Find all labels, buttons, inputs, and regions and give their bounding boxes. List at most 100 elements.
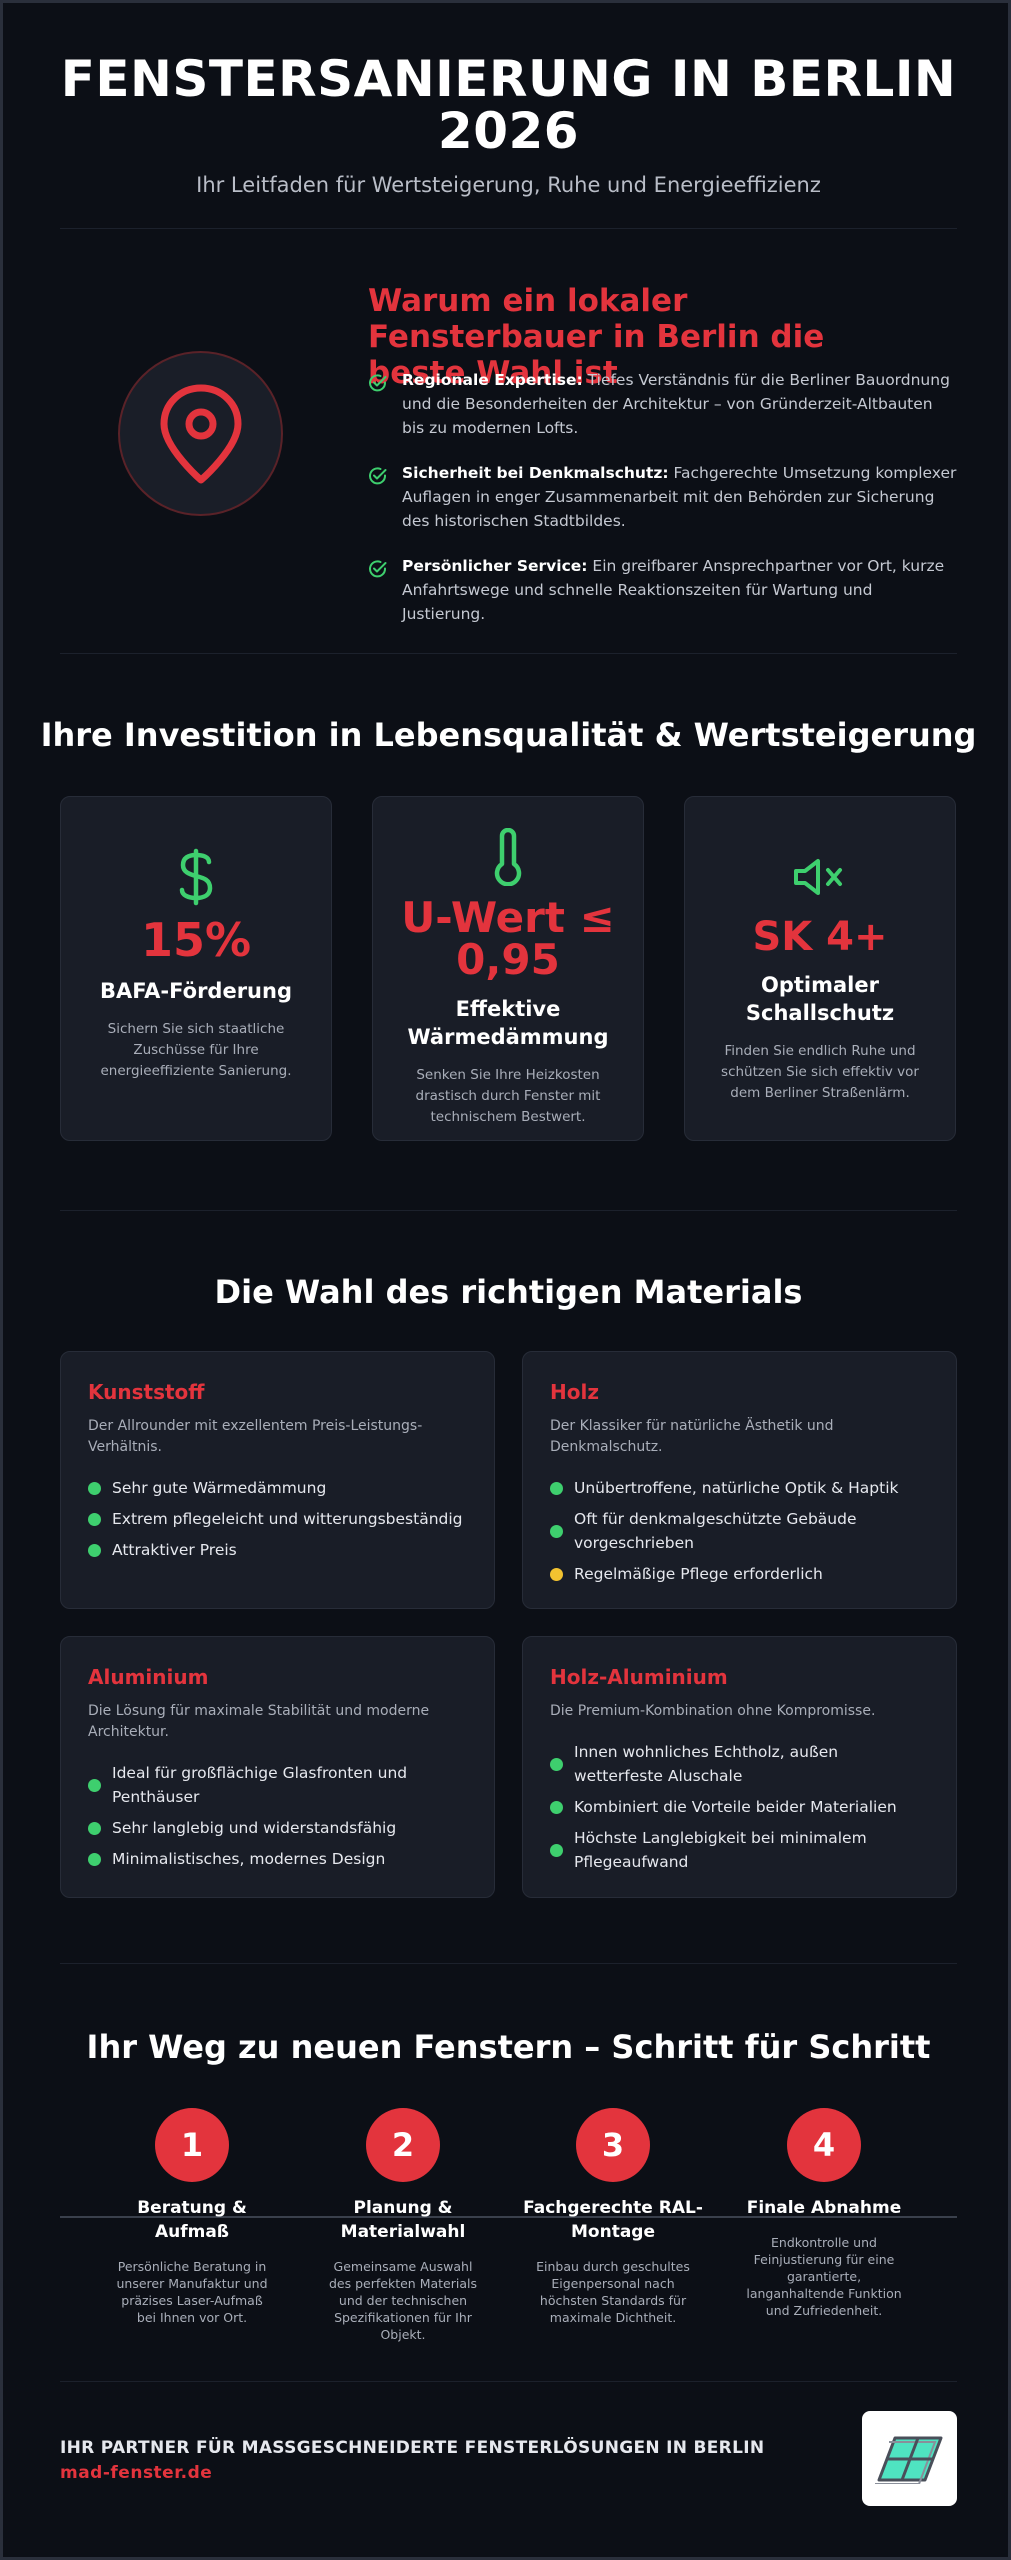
benefit-text: Tiefes Verständnis für die Berliner Bauo… — [402, 371, 950, 437]
thermometer-icon — [494, 828, 522, 886]
bullet-dot — [550, 1800, 563, 1814]
bullet-dot — [550, 1524, 563, 1538]
company-logo — [862, 2411, 957, 2506]
bullet-dot — [88, 1778, 101, 1792]
material-description: Der Klassiker für natürliche Ästhetik un… — [550, 1418, 834, 1455]
material-name: Holz — [550, 1380, 599, 1404]
benefit-label: Sicherheit bei Denkmalschutz: — [402, 464, 669, 482]
bullet-dot — [88, 1543, 101, 1557]
material-name: Kunststoff — [88, 1380, 205, 1404]
list-item: Minimalistisches, modernes Design — [88, 1847, 467, 1871]
stat-card-insulation: U-Wert ≤ 0,95 Effektive Wärmedämmung Sen… — [372, 796, 644, 1141]
benefit-label: Persönlicher Service: — [402, 557, 588, 575]
feature-text: Sehr gute Wärmedämmung — [112, 1479, 327, 1497]
dollar-icon — [179, 848, 213, 906]
stat-label: Optimaler Schallschutz — [745, 973, 895, 1025]
investment-section-title: Ihre Investition in Lebensqualität & Wer… — [40, 716, 977, 754]
check-circle-icon — [369, 467, 387, 485]
location-badge — [118, 351, 283, 516]
stat-value: SK 4+ — [752, 914, 888, 960]
feature-text: Innen wohnliches Echtholz, außen wetterf… — [574, 1743, 839, 1785]
divider — [60, 2381, 957, 2382]
step-title: Planung & Materialwahl — [340, 2198, 466, 2242]
window-logo-icon — [874, 2436, 942, 2484]
step-title: Finale Abnahme — [746, 2198, 902, 2218]
local-section-title: Warum ein lokaler Fensterbauer in Berlin… — [368, 283, 825, 391]
map-pin-icon — [160, 384, 241, 483]
material-card-kunststoff: Kunststoff Der Allrounder mit exzellente… — [60, 1351, 495, 1609]
list-item: Oft für denkmalgeschützte Gebäude vorges… — [550, 1507, 929, 1555]
steps-connector-line — [60, 2216, 957, 2218]
benefit-text: Fachgerechte Umsetzung komplexer Auflage… — [402, 464, 957, 530]
list-item: Höchste Langlebigkeit bei minimalem Pfle… — [550, 1826, 929, 1874]
footer-title: IHR PARTNER FÜR MASSGESCHNEIDERTE FENSTE… — [60, 2438, 765, 2458]
speaker-mute-icon — [794, 859, 842, 895]
material-card-holz-aluminium: Holz-Aluminium Die Premium-Kombination o… — [522, 1636, 957, 1898]
step-4: 4 Finale Abnahme Endkontrolle und Feinju… — [724, 2108, 924, 2319]
divider — [60, 228, 957, 229]
page-title: FENSTERSANIERUNG IN BERLIN 2026 — [60, 50, 957, 160]
step-number: 3 — [576, 2108, 650, 2182]
feature-text: Attraktiver Preis — [112, 1541, 237, 1559]
step-title: Beratung & Aufmaß — [137, 2198, 247, 2242]
list-item: Kombiniert die Vorteile beider Materiali… — [550, 1795, 929, 1819]
list-item: Innen wohnliches Echtholz, außen wetterf… — [550, 1740, 929, 1788]
feature-text: Sehr langlebig und widerstandsfähig — [112, 1819, 397, 1837]
stat-label: BAFA-Förderung — [99, 979, 292, 1003]
list-item: Regelmäßige Pflege erforderlich — [550, 1562, 929, 1586]
divider — [60, 1963, 957, 1964]
step-description: Einbau durch geschultes Eigenpersonal na… — [536, 2259, 690, 2325]
step-description: Gemeinsame Auswahl des perfekten Materia… — [329, 2259, 477, 2342]
list-item: Sehr gute Wärmedämmung — [88, 1476, 467, 1500]
list-item: Attraktiver Preis — [88, 1538, 467, 1562]
stat-label: Effektive Wärmedämmung — [407, 997, 609, 1049]
material-name: Aluminium — [88, 1665, 209, 1689]
check-circle-icon — [369, 560, 387, 578]
feature-text: Oft für denkmalgeschützte Gebäude vorges… — [574, 1510, 857, 1552]
material-card-aluminium: Aluminium Die Lösung für maximale Stabil… — [60, 1636, 495, 1898]
feature-text: Kombiniert die Vorteile beider Materiali… — [574, 1798, 897, 1816]
list-item: Regionale Expertise: Tiefes Verständnis … — [368, 368, 958, 440]
material-feature-list: Ideal für großflächige Glasfronten und P… — [88, 1761, 467, 1871]
material-description: Der Allrounder mit exzellentem Preis-Lei… — [88, 1418, 423, 1455]
feature-text: Minimalistisches, modernes Design — [112, 1850, 386, 1868]
list-item: Sicherheit bei Denkmalschutz: Fachgerech… — [368, 461, 958, 533]
step-number: 2 — [366, 2108, 440, 2182]
step-description: Persönliche Beratung in unserer Manufakt… — [116, 2259, 268, 2325]
material-feature-list: Innen wohnliches Echtholz, außen wetterf… — [550, 1740, 929, 1874]
step-3: 3 Fachgerechte RAL-Montage Einbau durch … — [513, 2108, 713, 2326]
local-benefits-list: Regionale Expertise: Tiefes Verständnis … — [368, 368, 958, 647]
material-feature-list: Unübertroffene, natürliche Optik & Hapti… — [550, 1476, 929, 1586]
stat-value: U-Wert ≤ 0,95 — [401, 893, 615, 984]
material-feature-list: Sehr gute Wärmedämmung Extrem pflegeleic… — [88, 1476, 467, 1562]
feature-text: Höchste Langlebigkeit bei minimalem Pfle… — [574, 1829, 867, 1871]
materials-section-title: Die Wahl des richtigen Materials — [214, 1273, 803, 1311]
stat-card-bafa: 15% BAFA-Förderung Sichern Sie sich staa… — [60, 796, 332, 1141]
page-subtitle: Ihr Leitfaden für Wertsteigerung, Ruhe u… — [196, 173, 821, 197]
benefit-label: Regionale Expertise: — [402, 371, 583, 389]
step-title: Fachgerechte RAL-Montage — [523, 2198, 703, 2242]
steps-section-title: Ihr Weg zu neuen Fenstern – Schritt für … — [86, 2028, 931, 2066]
material-description: Die Premium-Kombination ohne Kompromisse… — [550, 1703, 876, 1719]
stat-description: Senken Sie Ihre Heizkosten drastisch dur… — [415, 1067, 601, 1125]
stat-value: 15% — [140, 913, 252, 967]
stat-card-soundproof: SK 4+ Optimaler Schallschutz Finden Sie … — [684, 796, 956, 1141]
bullet-dot — [550, 1843, 563, 1857]
material-name: Holz-Aluminium — [550, 1665, 728, 1689]
bullet-dot — [88, 1852, 101, 1866]
step-description: Endkontrolle und Feinjustierung für eine… — [746, 2235, 902, 2318]
website-link[interactable]: mad-fenster.de — [60, 2463, 213, 2483]
list-item: Sehr langlebig und widerstandsfähig — [88, 1816, 467, 1840]
feature-text: Extrem pflegeleicht und witterungsbestän… — [112, 1510, 463, 1528]
material-description: Die Lösung für maximale Stabilität und m… — [88, 1703, 430, 1740]
bullet-dot — [550, 1757, 563, 1771]
feature-text: Ideal für großflächige Glasfronten und P… — [112, 1764, 408, 1806]
step-number: 4 — [787, 2108, 861, 2182]
divider — [60, 1210, 957, 1211]
list-item: Persönlicher Service: Ein greifbarer Ans… — [368, 554, 958, 626]
feature-text: Regelmäßige Pflege erforderlich — [574, 1565, 823, 1583]
bullet-dot — [550, 1481, 563, 1495]
list-item: Ideal für großflächige Glasfronten und P… — [88, 1761, 467, 1809]
material-card-holz: Holz Der Klassiker für natürliche Ästhet… — [522, 1351, 957, 1609]
benefit-text: Ein greifbarer Ansprechpartner vor Ort, … — [402, 557, 945, 623]
